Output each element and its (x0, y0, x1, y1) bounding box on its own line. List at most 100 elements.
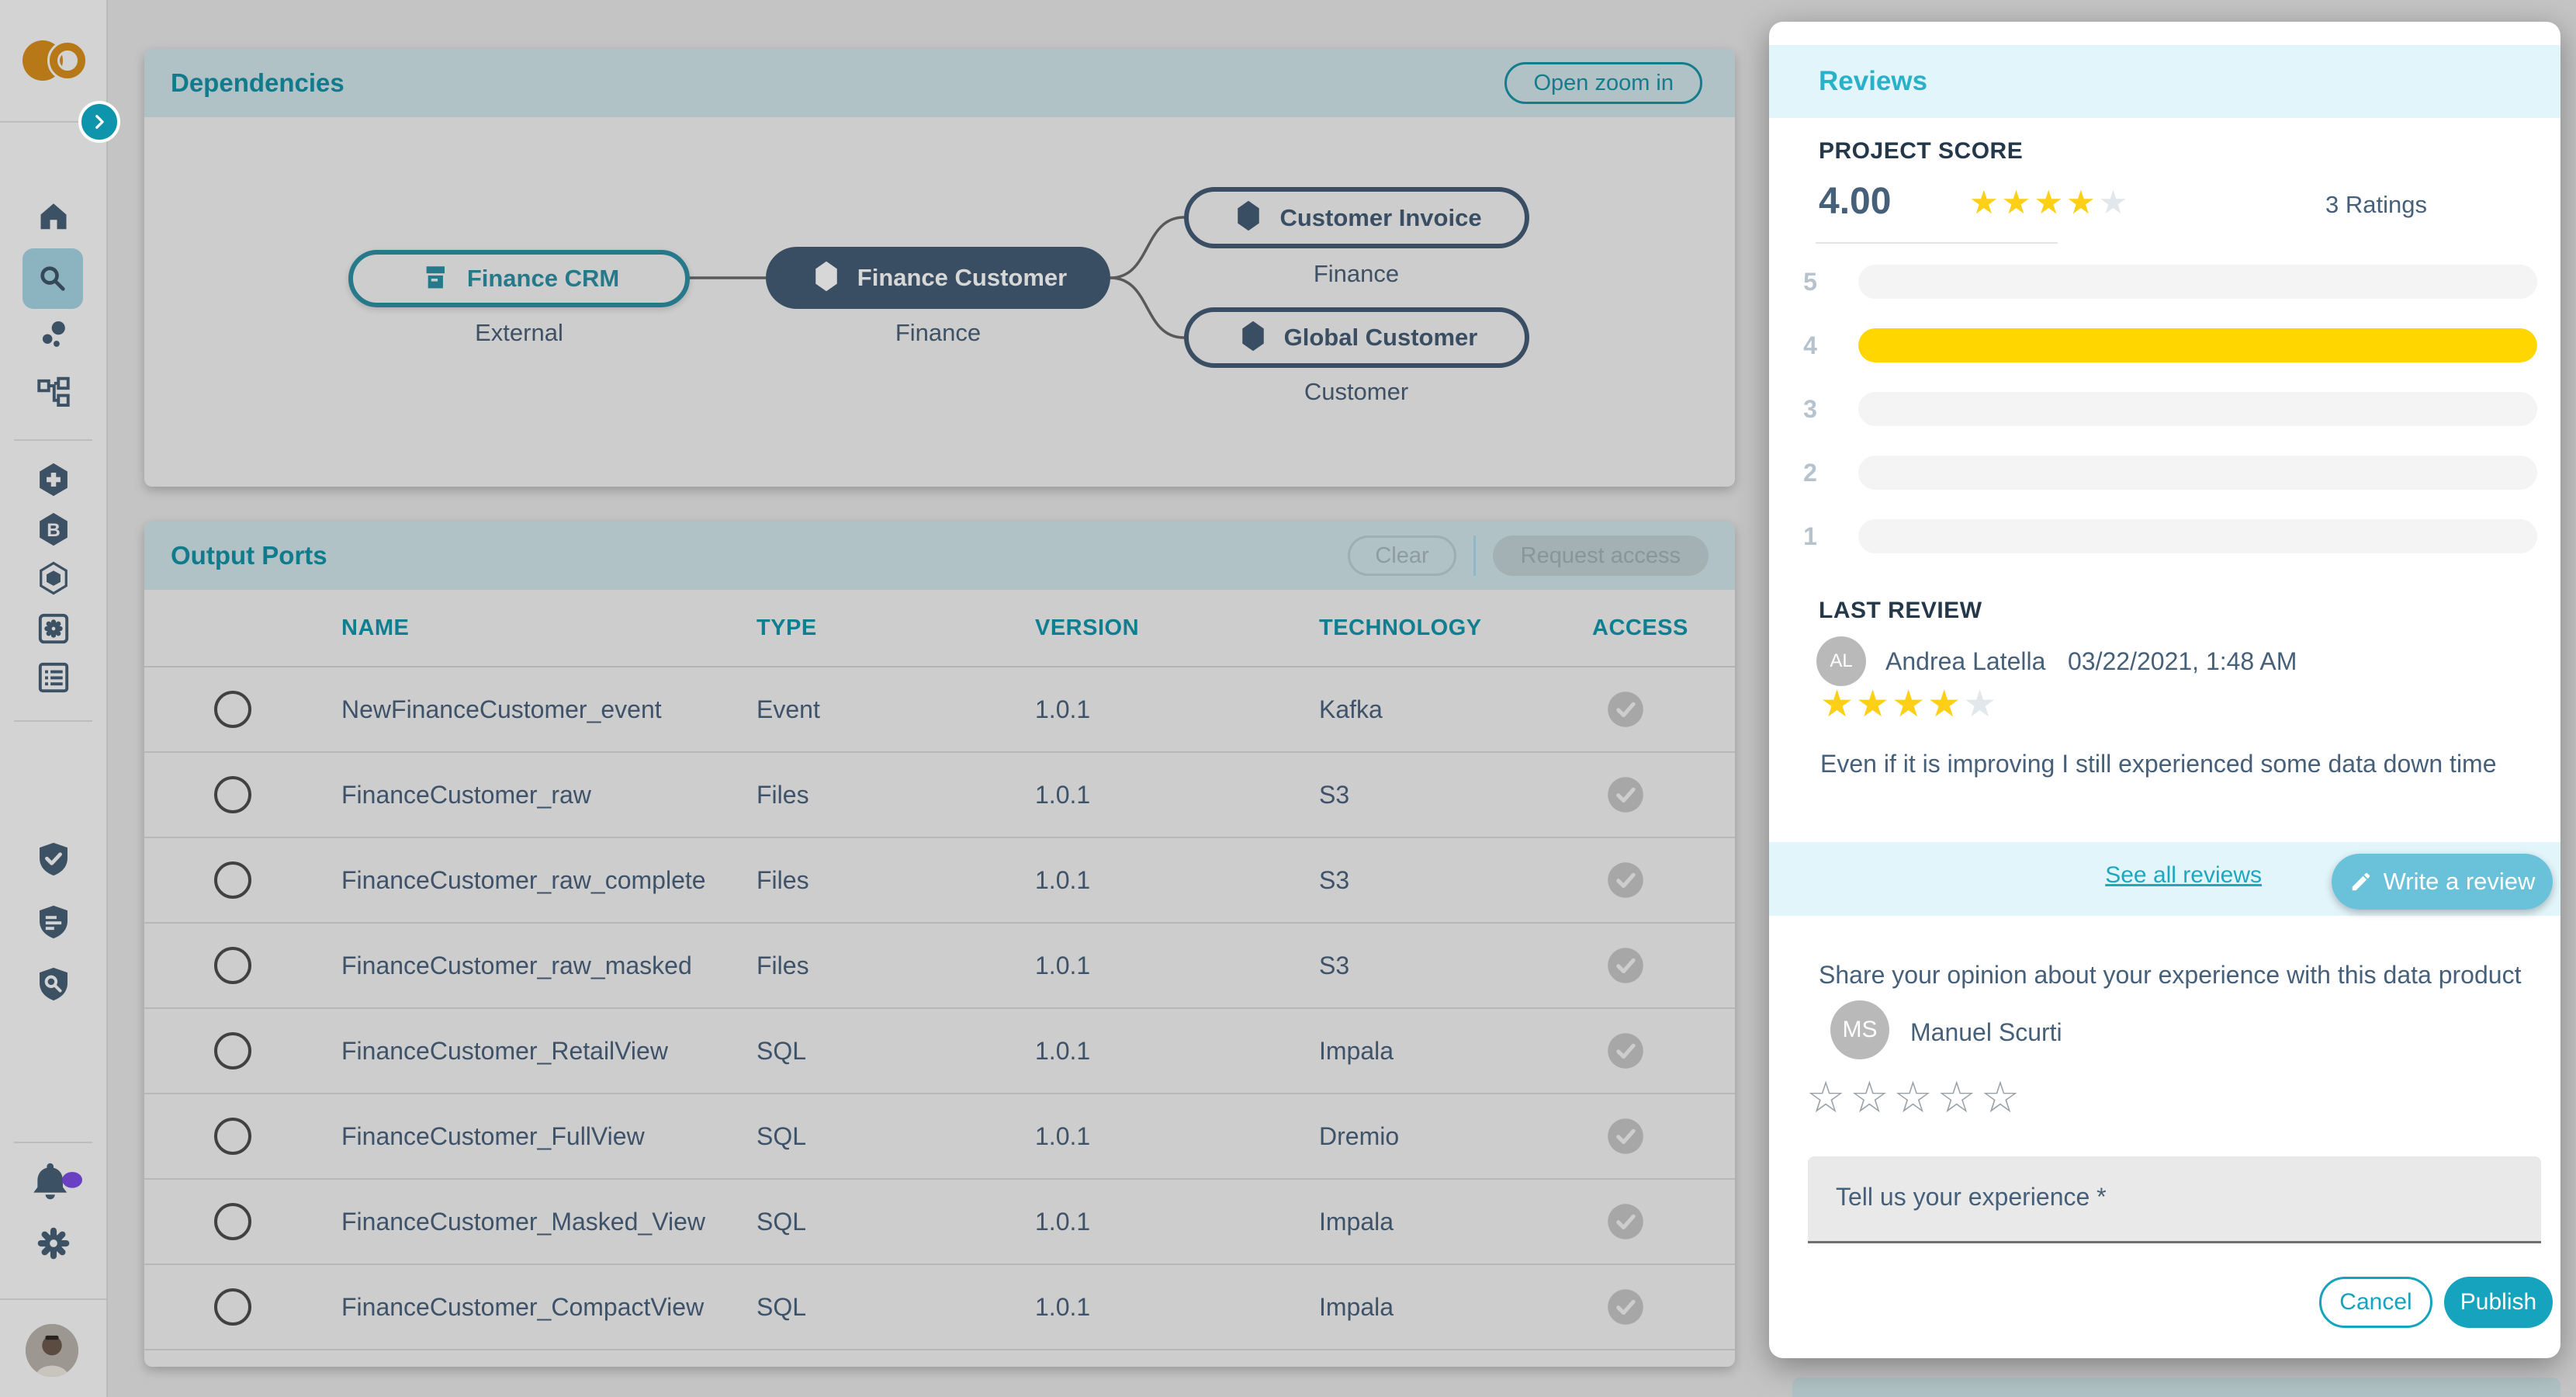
row-radio[interactable] (214, 1203, 251, 1240)
table-row: FinanceCustomer_raw_masked Files 1.0.1 S3 (144, 924, 1735, 1009)
output-ports-header: Output Ports (144, 522, 1735, 590)
star-icon: ☆ (1806, 1073, 1851, 1121)
distribution-level: 4 (1803, 331, 1817, 359)
column-header-access: ACCESS (1592, 615, 1688, 640)
distribution-track (1858, 265, 2537, 299)
cell-name: FinanceCustomer_CompactView (341, 1293, 705, 1321)
distribution-row: 4 (1769, 328, 2560, 362)
cell-name: FinanceCustomer_FullView (341, 1122, 645, 1150)
column-header-type: TYPE (757, 615, 817, 640)
star-icon: ★ (2034, 184, 2066, 220)
dependencies-title: Dependencies (171, 68, 345, 97)
cell-technology: S3 (1319, 952, 1350, 979)
column-header-version: VERSION (1035, 615, 1140, 640)
hexagon-outline-icon[interactable] (0, 558, 106, 598)
bubbles-icon[interactable] (0, 315, 106, 355)
hexagon-plus-icon[interactable] (0, 459, 106, 500)
graph-node-label: Finance CRM (466, 265, 620, 292)
cell-technology: Kafka (1319, 695, 1383, 723)
table-row: FinanceCustomer_CompactView SQL 1.0.1 Impal… (144, 1265, 1735, 1350)
distribution-level: 1 (1803, 522, 1817, 550)
row-radio[interactable] (214, 1032, 251, 1069)
graph-node-sublabel: Finance (895, 319, 982, 346)
tree-icon[interactable] (0, 374, 106, 414)
shield-doc-icon[interactable] (0, 902, 106, 942)
access-granted-icon (1605, 1286, 1646, 1332)
distribution-track (1858, 392, 2537, 426)
cell-technology: S3 (1319, 781, 1350, 809)
svg-text:B: B (47, 520, 61, 541)
cell-version: 1.0.1 (1035, 952, 1091, 979)
home-icon[interactable] (0, 197, 106, 234)
cell-type: Files (757, 952, 809, 979)
review-text-input[interactable] (1808, 1156, 2541, 1243)
graph-node-finance-customer[interactable]: Finance Customer (766, 247, 1110, 309)
open-zoom-in-button[interactable]: Open zoom in (1504, 62, 1702, 104)
square-list-icon[interactable] (0, 657, 106, 698)
column-header-name: NAME (341, 615, 410, 640)
cell-type: Files (757, 781, 809, 809)
graph-node-label: Customer Invoice (1279, 203, 1482, 231)
write-review-button[interactable]: Write a review (2332, 854, 2553, 910)
row-radio[interactable] (214, 947, 251, 984)
star-icon: ★ (1856, 684, 1892, 725)
shield-check-icon[interactable] (0, 839, 106, 879)
last-review-stars: ★★★★★ (1820, 686, 1999, 723)
row-radio[interactable] (214, 1288, 251, 1326)
reviews-footer: See all reviews Write a review (1769, 842, 2560, 916)
table-row: FinanceCustomer_Masked_View SQL 1.0.1 Impal… (144, 1180, 1735, 1265)
request-access-button[interactable]: Request access (1492, 536, 1709, 576)
cancel-button[interactable]: Cancel (2319, 1277, 2432, 1328)
output-ports-title: Output Ports (171, 541, 327, 570)
star-icon: ★ (1927, 684, 1964, 725)
square-gear-icon[interactable] (0, 608, 106, 649)
star-icon: ★ (1892, 684, 1928, 725)
reviewer-avatar: AL (1816, 636, 1866, 686)
row-radio[interactable] (214, 861, 251, 899)
see-all-reviews-link[interactable]: See all reviews (2105, 862, 2262, 888)
publish-button[interactable]: Publish (2444, 1277, 2553, 1328)
last-review-text: Even if it is improving I still experien… (1820, 750, 2497, 778)
user-avatar[interactable] (26, 1324, 78, 1377)
hexagon-b-icon[interactable]: B (0, 509, 106, 549)
settings-gear-icon[interactable] (0, 1223, 106, 1264)
graph-node-customer-invoice[interactable]: Customer Invoice (1184, 187, 1529, 248)
cell-name: NewFinanceCustomer_event (341, 695, 662, 723)
archive-icon (419, 260, 453, 298)
bell-icon[interactable] (0, 1160, 106, 1203)
graph-node-label: Finance Customer (857, 264, 1068, 291)
star-icon: ★ (1963, 684, 2000, 725)
rating-star-input[interactable]: ☆☆☆☆☆ (1806, 1076, 2024, 1119)
graph-node-sublabel: Customer (1304, 378, 1409, 405)
star-icon: ☆ (1937, 1073, 1981, 1121)
cell-version: 1.0.1 (1035, 1208, 1091, 1236)
app-logo (0, 31, 106, 90)
distribution-bar (1858, 328, 2537, 362)
cell-type: SQL (757, 1122, 807, 1150)
ratings-count: 3 Ratings (2325, 191, 2427, 218)
project-score-label: PROJECT SCORE (1819, 138, 2024, 164)
graph-node-finance-crm[interactable]: Finance CRM (348, 250, 690, 307)
hexagon-icon (1231, 199, 1265, 237)
distribution-level: 3 (1803, 395, 1817, 423)
clear-button[interactable]: Clear (1348, 536, 1456, 576)
star-icon: ☆ (1893, 1073, 1937, 1121)
table-row: FinanceCustomer_raw_complete Files 1.0.1 S3 (144, 838, 1735, 924)
row-radio[interactable] (214, 691, 251, 728)
graph-node-global-customer[interactable]: Global Customer (1184, 307, 1529, 368)
access-granted-icon (1605, 688, 1646, 734)
cell-version: 1.0.1 (1035, 866, 1091, 894)
search-icon[interactable] (23, 248, 83, 309)
row-radio[interactable] (214, 776, 251, 813)
cell-name: FinanceCustomer_raw (341, 781, 591, 809)
cell-type: Files (757, 866, 809, 894)
row-radio[interactable] (214, 1118, 251, 1155)
table-row: FinanceCustomer_RetailView SQL 1.0.1 Impala (144, 1009, 1735, 1094)
distribution-track (1858, 519, 2537, 553)
distribution-row: 2 (1769, 456, 2560, 490)
access-granted-icon (1605, 1030, 1646, 1076)
current-user-name: Manuel Scurti (1910, 1018, 2062, 1046)
pencil-icon (2349, 870, 2373, 893)
sidebar-expand-icon[interactable] (78, 101, 120, 143)
shield-search-icon[interactable] (0, 964, 106, 1004)
